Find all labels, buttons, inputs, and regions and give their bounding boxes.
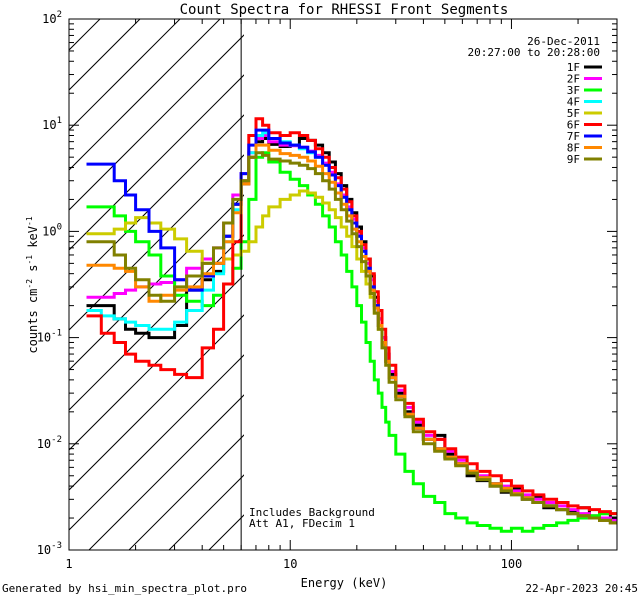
x-tick-labels: 1 10 100 — [65, 557, 522, 571]
hatch-line — [369, 0, 640, 550]
hatch-line — [69, 19, 141, 91]
y-tick-label: 102 — [42, 10, 62, 26]
series-line-4F — [86, 131, 617, 525]
hatch-line — [249, 0, 640, 550]
y-tick-label: 10-1 — [37, 329, 62, 345]
legend-label-7F: 7F — [567, 130, 580, 143]
y-axis-label: counts cm-2 s-1 keV-1 — [25, 216, 40, 353]
hatch-line — [69, 34, 244, 211]
hatch-line — [69, 194, 244, 371]
series-line-6F — [86, 117, 617, 516]
hatched-region — [0, 0, 640, 550]
x-axis-label: Energy (keV) — [301, 576, 388, 590]
hatch-line — [88, 394, 244, 550]
chart-title: Count Spectra for RHESSI Front Segments — [180, 2, 509, 18]
hatch-line — [69, 314, 244, 491]
series-line-7F — [86, 128, 617, 525]
series-line-3F — [86, 151, 617, 533]
hatch-line — [69, 274, 244, 451]
hatch-line — [69, 354, 244, 531]
x-tick-label: 1 — [65, 557, 72, 571]
date-label: 26-Dec-2011 — [527, 35, 600, 48]
legend-label-8F: 8F — [567, 142, 580, 155]
plot-frame — [68, 18, 618, 551]
x-tick-label: 100 — [501, 557, 523, 571]
hatch-line — [69, 154, 244, 331]
hatch-line — [69, 234, 244, 411]
axis-ticks — [68, 18, 618, 551]
hatch-line — [69, 74, 244, 251]
legend-label-1F: 1F — [567, 61, 580, 74]
x-tick-label: 10 — [283, 557, 297, 571]
time-range-label: 20:27:00 to 20:28:00 — [468, 46, 600, 59]
y-tick-label: 101 — [42, 116, 62, 132]
generated-by-label: Generated by hsi_min_spectra_plot.pro — [2, 582, 248, 595]
hatch-line — [0, 0, 109, 550]
legend-label-2F: 2F — [567, 73, 580, 86]
legend-label-5F: 5F — [567, 107, 580, 120]
legend-label-9F: 9F — [567, 153, 580, 166]
background-note: Includes Background — [249, 506, 375, 519]
attenuator-note: Att A1, FDecim 1 — [249, 517, 355, 530]
hatch-line — [289, 0, 640, 550]
hatch-line — [409, 0, 640, 550]
legend-label-4F: 4F — [567, 96, 580, 109]
series-line-9F — [86, 151, 617, 525]
y-tick-label: 10-2 — [37, 435, 62, 451]
hatch-line — [69, 114, 244, 291]
legend-label-3F: 3F — [567, 84, 580, 97]
y-tick-label: 10-3 — [37, 541, 62, 557]
hatch-line — [0, 0, 149, 550]
legend-label-6F: 6F — [567, 119, 580, 132]
series-lines — [86, 117, 617, 533]
y-tick-labels: 10-3 10-2 10-1 100 101 102 — [37, 10, 62, 557]
generated-date-label: 22-Apr-2023 20:45 — [525, 582, 638, 595]
y-tick-label: 100 — [42, 222, 62, 238]
